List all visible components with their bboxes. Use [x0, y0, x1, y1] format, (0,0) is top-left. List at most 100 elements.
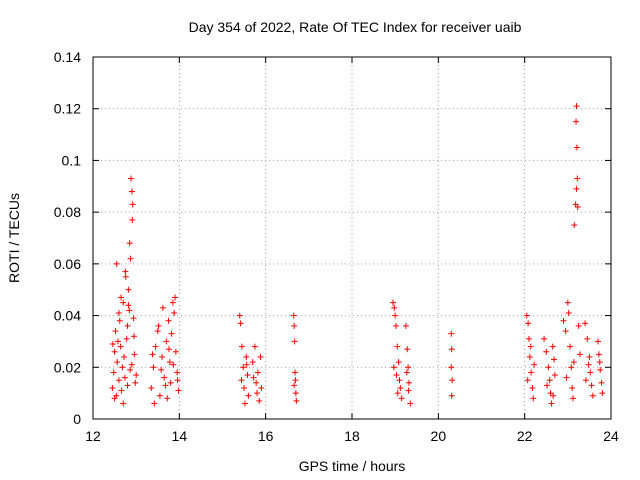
- y-tick-label: 0.08: [54, 204, 81, 220]
- data-point: [110, 369, 117, 376]
- data-point: [394, 390, 401, 397]
- x-tick-label: 14: [172, 428, 188, 444]
- data-point: [584, 335, 591, 342]
- data-point: [570, 395, 577, 402]
- data-point: [244, 372, 251, 379]
- data-point: [391, 304, 398, 311]
- data-point: [291, 322, 298, 329]
- data-point: [573, 144, 580, 151]
- data-point: [127, 255, 134, 262]
- data-point: [159, 353, 166, 360]
- data-point: [165, 317, 172, 324]
- data-point: [405, 379, 412, 386]
- data-point: [167, 379, 174, 386]
- data-point: [174, 369, 181, 376]
- data-point: [164, 395, 171, 402]
- data-point: [168, 330, 175, 337]
- data-point: [162, 382, 169, 389]
- data-point: [595, 338, 602, 345]
- data-point: [126, 307, 133, 314]
- data-point: [292, 377, 299, 384]
- y-tick-label: 0.06: [54, 256, 81, 272]
- data-point: [121, 374, 128, 381]
- data-point: [597, 366, 604, 373]
- data-point: [115, 309, 122, 316]
- data-point: [245, 392, 252, 399]
- data-point: [165, 346, 172, 353]
- data-point: [402, 322, 409, 329]
- data-point: [587, 369, 594, 376]
- data-point: [404, 346, 411, 353]
- data-point: [403, 369, 410, 376]
- data-point: [175, 387, 182, 394]
- data-point: [448, 330, 455, 337]
- data-point: [254, 369, 261, 376]
- data-point: [544, 382, 551, 389]
- data-point: [529, 384, 536, 391]
- data-point: [292, 390, 299, 397]
- data-point: [293, 397, 300, 404]
- data-point: [569, 384, 576, 391]
- data-point: [394, 343, 401, 350]
- data-point: [238, 377, 245, 384]
- data-point: [112, 328, 119, 335]
- x-tick-label: 24: [603, 428, 619, 444]
- data-point: [111, 348, 118, 355]
- data-point: [392, 312, 399, 319]
- data-point: [122, 273, 129, 280]
- data-point: [543, 348, 550, 355]
- data-point: [523, 312, 530, 319]
- data-point: [292, 369, 299, 376]
- data-point: [448, 346, 455, 353]
- plot-frame: [92, 56, 612, 420]
- data-point: [541, 335, 548, 342]
- data-point: [393, 372, 400, 379]
- data-point: [166, 359, 173, 366]
- data-point: [550, 392, 557, 399]
- data-points: [109, 103, 606, 407]
- data-point: [596, 359, 603, 366]
- data-point: [574, 203, 581, 210]
- data-point: [131, 351, 138, 358]
- data-point: [586, 353, 593, 360]
- data-point: [291, 382, 298, 389]
- data-point: [589, 392, 596, 399]
- data-point: [566, 343, 573, 350]
- data-point: [598, 379, 605, 386]
- data-point: [250, 374, 257, 381]
- data-point: [524, 377, 531, 384]
- data-point: [256, 397, 263, 404]
- data-point: [118, 294, 125, 301]
- data-point: [393, 322, 400, 329]
- data-point: [118, 387, 125, 394]
- data-point: [151, 400, 158, 407]
- data-point: [120, 299, 127, 306]
- data-point: [563, 374, 570, 381]
- data-point: [240, 364, 247, 371]
- data-point: [546, 377, 553, 384]
- y-tick-label: 0: [73, 411, 81, 427]
- data-point: [571, 222, 578, 229]
- data-point: [174, 377, 181, 384]
- data-point: [573, 185, 580, 192]
- data-point: [545, 364, 552, 371]
- data-point: [405, 387, 412, 394]
- data-point: [405, 364, 412, 371]
- data-point: [525, 320, 532, 327]
- data-point: [154, 328, 161, 335]
- data-point: [133, 372, 140, 379]
- data-point: [172, 348, 179, 355]
- data-point: [237, 320, 244, 327]
- data-point: [390, 299, 397, 306]
- data-point: [109, 384, 116, 391]
- data-point: [254, 390, 261, 397]
- data-point: [125, 286, 132, 293]
- data-point: [565, 309, 572, 316]
- data-point: [574, 175, 581, 182]
- data-point: [236, 312, 243, 319]
- data-point: [121, 353, 128, 360]
- data-point: [551, 356, 558, 363]
- data-point: [526, 353, 533, 360]
- data-point: [585, 361, 592, 368]
